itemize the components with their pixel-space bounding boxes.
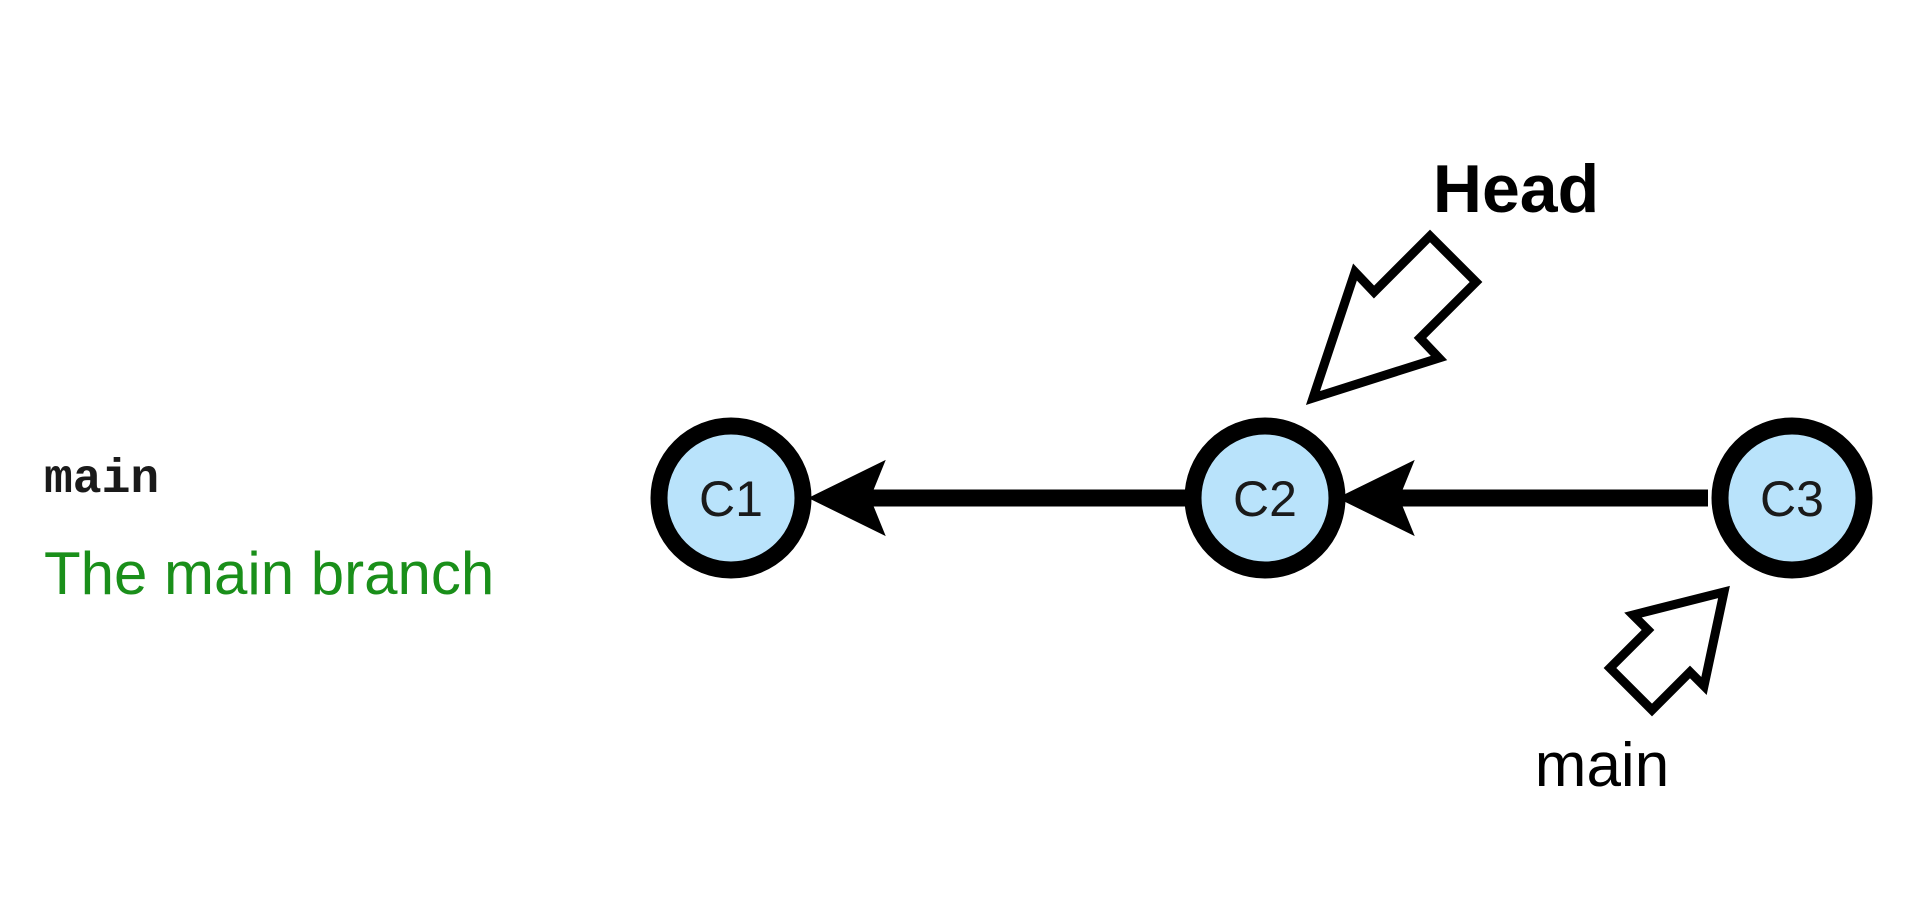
head-pointer-label: Head [1433, 151, 1599, 227]
commit-c2: C2 [1184, 417, 1346, 579]
edge-c2-to-c1 [808, 459, 1186, 537]
commit-c1: C1 [650, 417, 812, 579]
branch-pointer-arrow [1603, 585, 1730, 717]
commit-c3-label: C3 [1760, 471, 1824, 527]
legend-code: main [44, 453, 159, 507]
branch-pointer-label: main [1535, 731, 1669, 800]
legend-description: The main branch [44, 540, 494, 607]
commit-c1-label: C1 [699, 471, 763, 527]
commit-c3: C3 [1711, 417, 1873, 579]
head-pointer-arrow [1305, 229, 1483, 405]
commit-c2-label: C2 [1233, 471, 1297, 527]
edge-c3-to-c2 [1337, 459, 1708, 537]
